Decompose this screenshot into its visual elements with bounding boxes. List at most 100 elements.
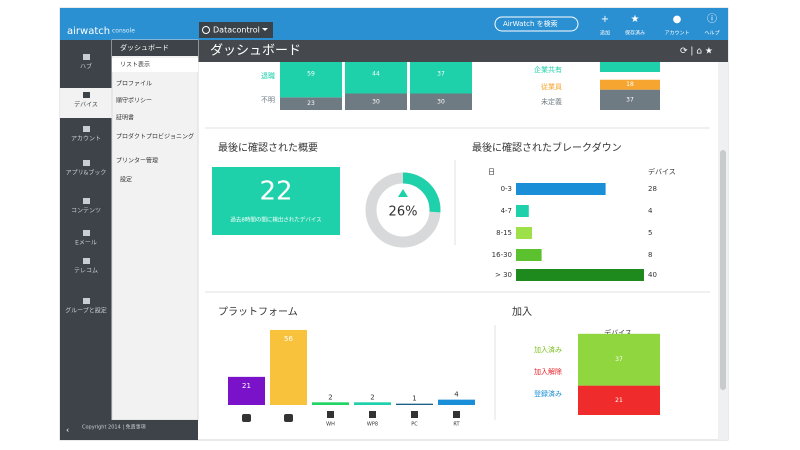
bar[interactable] — [396, 403, 433, 405]
legend-label: 加入解除 — [534, 367, 562, 376]
action-icon[interactable]: ★ — [631, 14, 640, 25]
subnav-item[interactable]: 証明書 — [116, 114, 134, 122]
section-title: 最後に確認された概要 — [218, 141, 318, 154]
org-name[interactable]: Datacontrol — [213, 26, 260, 35]
refresh-icon[interactable]: ⟳ | ⌂ ★ — [680, 47, 713, 57]
action-label[interactable]: 保存済み — [625, 30, 645, 37]
actions: + 追加 ★ 保存済み ● アカウント ⓘ ヘルプ — [600, 13, 720, 37]
series-label: 退職 — [261, 71, 275, 80]
donut-label: 26% — [389, 205, 418, 220]
segment-label: 30 — [372, 98, 380, 105]
action-icon[interactable]: ⓘ — [707, 13, 717, 25]
top-bar — [60, 8, 728, 40]
category-label: 4-7 — [501, 207, 512, 215]
category-label: PC — [411, 422, 418, 428]
scroll-thumb[interactable] — [720, 150, 726, 390]
nav-label[interactable]: アプリ&ブック — [66, 169, 107, 177]
platform-icon — [242, 414, 251, 422]
bar[interactable] — [516, 269, 644, 281]
nav-icon — [83, 160, 90, 166]
action-label[interactable]: ヘルプ — [704, 31, 719, 37]
collapse-icon[interactable]: ‹ — [66, 426, 69, 435]
nav-icon — [83, 126, 90, 132]
nav-label[interactable]: デバイス — [74, 101, 98, 109]
bar[interactable] — [270, 329, 307, 405]
nav-icon — [83, 54, 90, 60]
nav-label[interactable]: アカウント — [71, 135, 101, 143]
value-label: 4 — [454, 391, 459, 399]
subnav-item[interactable]: プリンター管理 — [116, 157, 158, 165]
column-header: デバイス — [648, 167, 676, 176]
bar[interactable] — [438, 399, 475, 405]
bar[interactable] — [228, 376, 265, 405]
subnav-item[interactable]: 順守ポリシー — [116, 97, 152, 105]
bar[interactable] — [516, 205, 529, 217]
segment-label: 18 — [626, 81, 634, 88]
column-header: 日 — [488, 168, 495, 176]
action-label[interactable]: アカウント — [664, 30, 689, 37]
bar[interactable] — [516, 249, 542, 261]
series-label: 不明 — [261, 96, 275, 104]
nav-label[interactable]: ハブ — [80, 63, 92, 71]
segment-label: 37 — [626, 96, 634, 103]
legend-label: 登録済み — [534, 389, 562, 398]
bar[interactable] — [516, 227, 532, 239]
value-label: 2 — [370, 393, 374, 401]
category-label: RT — [453, 422, 460, 428]
nav-label[interactable]: グループと設定 — [65, 307, 107, 315]
action-icon[interactable]: + — [601, 14, 609, 25]
count: 22 — [259, 177, 292, 207]
org-icon — [202, 26, 210, 34]
search-placeholder[interactable]: AirWatch を検索 — [503, 19, 558, 28]
stack-segment — [345, 93, 407, 110]
value-label: 21 — [242, 382, 251, 390]
category-label: 8-15 — [496, 229, 512, 237]
legend-label: 加入済み — [534, 345, 562, 354]
count-tile[interactable] — [212, 167, 340, 235]
series-label: 未定義 — [541, 97, 562, 106]
value-label: 8 — [648, 251, 652, 259]
bar[interactable] — [354, 402, 391, 405]
subnav-item[interactable]: プロファイル — [116, 81, 152, 88]
segment-label: 44 — [372, 71, 380, 78]
stack-segment[interactable] — [578, 385, 660, 415]
nav-icon — [83, 92, 90, 98]
platform-icon — [369, 411, 376, 418]
subnav-title[interactable]: ダッシュボード — [120, 43, 169, 52]
value-label: 5 — [648, 229, 652, 237]
stack-segment[interactable] — [578, 333, 660, 386]
footer-text[interactable]: Copyright 2014 | 免責事項 — [82, 424, 146, 431]
nav-icon — [83, 298, 90, 304]
section-title: 最後に確認されたブレークダウン — [472, 141, 622, 154]
segment-label: 37 — [437, 71, 445, 78]
subnav-item[interactable]: リスト表示 — [120, 61, 150, 69]
stack-segment — [410, 60, 472, 94]
org-selector[interactable] — [199, 22, 273, 38]
subnav-item[interactable]: プロダクトプロビジョニング — [116, 133, 194, 141]
logo[interactable]: airwatch — [67, 26, 110, 37]
nav-label[interactable]: テレコム — [74, 268, 98, 275]
column-header: デバイス — [604, 328, 632, 337]
platform-icon — [453, 411, 460, 418]
stack-segment — [410, 93, 472, 110]
value-label: 4 — [648, 207, 653, 215]
chrome: ダッシュボード ⟳ | ⌂ ★ airwatch console Datacon… — [60, 8, 728, 440]
value-label: 1 — [412, 395, 416, 403]
nav-label[interactable]: コンテンツ — [71, 208, 101, 215]
subnav-active — [112, 58, 198, 72]
page-title-bar — [198, 40, 728, 62]
action-icon[interactable]: ● — [673, 14, 682, 25]
bar[interactable] — [312, 402, 349, 405]
segment-label: 37 — [615, 356, 623, 363]
subnav-item[interactable]: 設定 — [120, 176, 132, 184]
bar[interactable] — [516, 183, 606, 195]
search-box[interactable] — [494, 16, 579, 32]
nav-label[interactable]: Eメール — [75, 240, 97, 247]
nav-icon — [83, 230, 90, 236]
action-label[interactable]: 追加 — [600, 30, 610, 37]
platform-icon — [411, 411, 418, 418]
subnav — [111, 39, 199, 421]
nav-icon — [83, 258, 90, 264]
